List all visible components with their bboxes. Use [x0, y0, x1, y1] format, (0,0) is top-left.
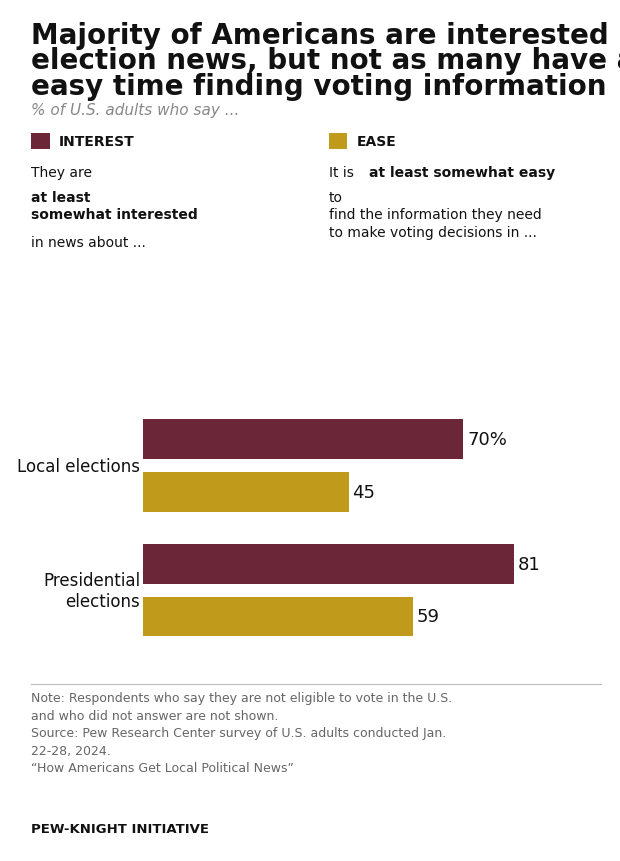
Text: election news, but not as many have an: election news, but not as many have an [31, 47, 620, 75]
Text: INTEREST: INTEREST [59, 135, 135, 149]
Text: Presidential
elections: Presidential elections [43, 571, 140, 610]
Text: at least somewhat easy: at least somewhat easy [369, 166, 555, 180]
Text: 81: 81 [518, 555, 540, 573]
Text: in news about ...: in news about ... [31, 236, 146, 250]
Bar [143, 420, 463, 460]
Text: EASE: EASE [356, 135, 396, 149]
Text: to
find the information they need
to make voting decisions in ...: to find the information they need to mak… [329, 190, 541, 240]
Bar [143, 544, 514, 585]
Text: at least
somewhat interested: at least somewhat interested [31, 190, 198, 222]
Text: They are: They are [31, 166, 96, 180]
Text: % of U.S. adults who say ...: % of U.S. adults who say ... [31, 103, 239, 118]
Text: 70%: 70% [467, 430, 507, 449]
Text: Local elections: Local elections [17, 457, 140, 475]
Text: It is: It is [329, 166, 358, 180]
Bar [143, 473, 349, 512]
Text: easy time finding voting information: easy time finding voting information [31, 73, 606, 101]
Text: PEW-KNIGHT INITIATIVE: PEW-KNIGHT INITIATIVE [31, 822, 209, 835]
Bar [143, 597, 413, 636]
Text: Note: Respondents who say they are not eligible to vote in the U.S.
and who did : Note: Respondents who say they are not e… [31, 691, 452, 774]
Text: 45: 45 [353, 483, 376, 501]
Text: 59: 59 [417, 608, 440, 626]
Text: Majority of Americans are interested in: Majority of Americans are interested in [31, 22, 620, 49]
